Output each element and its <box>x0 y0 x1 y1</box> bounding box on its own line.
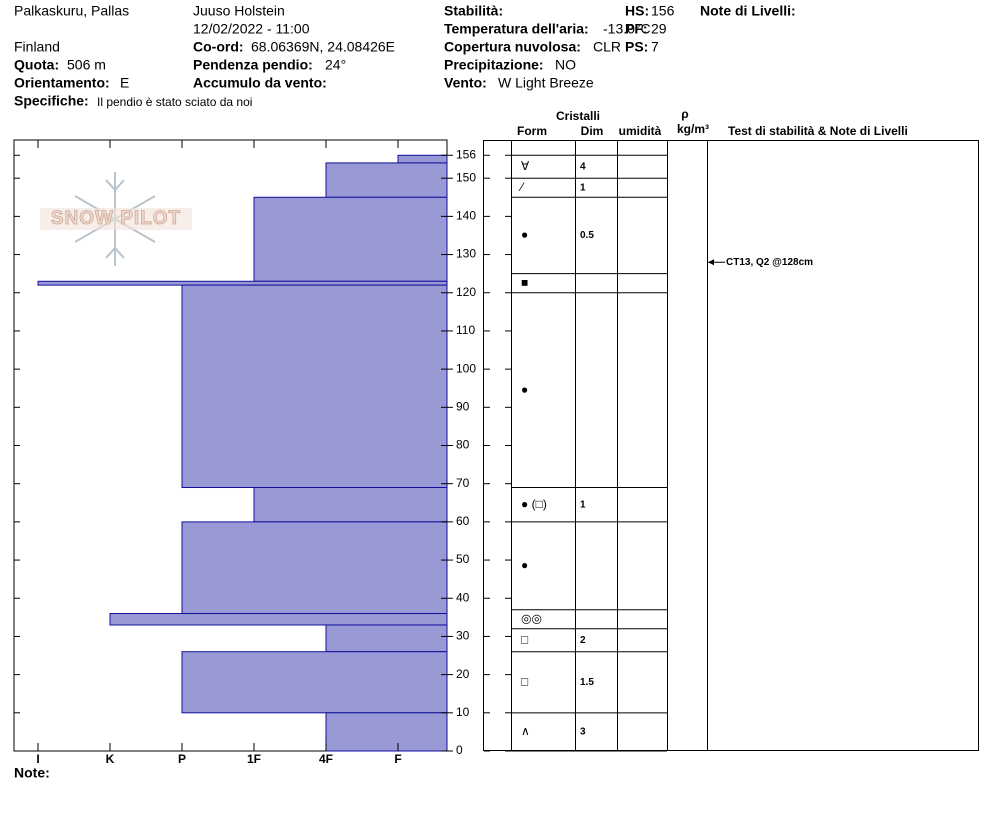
notes-label: Note: <box>14 765 50 781</box>
hardness-layer <box>181 284 448 489</box>
layer-notes-label: Note di Livelli: <box>700 3 796 19</box>
table-columns <box>511 140 708 751</box>
y-tick-label: 140 <box>456 209 476 223</box>
layer-table-frame <box>483 140 979 751</box>
grain-form: ■ <box>521 275 528 289</box>
grain-form: ◎◎ <box>521 611 542 625</box>
y-tick-label: 100 <box>456 361 476 375</box>
sky-value: CLR <box>593 39 621 55</box>
grain-size: 4 <box>580 161 586 172</box>
pf-value: 29 <box>651 21 667 37</box>
y-tick-label: 156 <box>456 147 476 161</box>
grain-form: ● <box>521 382 528 396</box>
tests-header: Test di stabilità & Note di Livelli <box>728 124 908 138</box>
aspect-value: E <box>120 75 129 91</box>
hardness-layer <box>325 712 448 752</box>
test-label: CT13, Q2 @128cm <box>726 257 813 268</box>
hardness-layer <box>325 162 448 198</box>
grain-size: 2 <box>580 635 586 646</box>
y-tick-label: 110 <box>456 323 475 337</box>
logo-band <box>40 208 192 230</box>
y-tick-label: 80 <box>456 438 470 452</box>
wind-loading-label: Accumulo da vento: <box>193 75 327 91</box>
hs-label: HS: <box>625 3 649 19</box>
grain-form: ∧ <box>521 724 530 738</box>
coords-label: Co-ord: <box>193 39 244 55</box>
grain-form: □ <box>521 632 528 646</box>
coords-value: 68.06369N, 24.08426E <box>251 39 395 55</box>
grain-size: 3 <box>580 727 586 738</box>
grain-form: ⁄ <box>518 180 525 194</box>
ps-value: 7 <box>651 39 659 55</box>
specifics-label: Specifiche: <box>14 93 89 109</box>
x-tick-label: F <box>394 752 401 766</box>
grain-size: 1.5 <box>580 677 594 688</box>
moisture-header: umidità <box>619 124 662 138</box>
country: Finland <box>14 39 60 55</box>
y-tick-label: 70 <box>456 476 470 490</box>
aspect-label: Orientamento: <box>14 75 110 91</box>
size-header: Dim <box>581 124 604 138</box>
grain-form: ∀ <box>521 159 530 173</box>
x-tick-label: K <box>106 752 115 766</box>
grain-size: 1 <box>580 499 586 510</box>
crystals-header: Cristalli <box>556 109 600 123</box>
hardness-layer <box>181 651 448 714</box>
hardness-layer <box>37 280 448 286</box>
y-tick-label: 10 <box>456 705 470 719</box>
x-tick-label: 1F <box>247 752 261 766</box>
precip-value: NO <box>555 57 576 73</box>
slope-value: 24° <box>325 57 346 73</box>
precip-label: Precipitazione: <box>444 57 544 73</box>
elevation-label: Quota: <box>14 57 59 73</box>
air-temp-value: -13.0°C <box>603 21 651 37</box>
density-unit: kg/m³ <box>677 122 709 136</box>
ps-label: PS: <box>625 39 648 55</box>
grain-form: ● <box>521 558 528 572</box>
hardness-layer <box>253 196 448 282</box>
hardness-layer <box>325 624 448 653</box>
y-tick-label: 150 <box>456 170 476 184</box>
datetime: 12/02/2022 - 11:00 <box>193 21 310 37</box>
y-tick-label: 30 <box>456 629 470 643</box>
slope-label: Pendenza pendio: <box>193 57 313 73</box>
grain-form: □ <box>521 674 528 688</box>
y-tick-label: 50 <box>456 552 470 566</box>
location: Palkaskuru, Pallas <box>14 3 129 19</box>
x-tick-label: I <box>36 752 39 766</box>
stability-label: Stabilità: <box>444 3 503 19</box>
logo-text: SNOW PILOT <box>51 208 181 229</box>
sky-label: Copertura nuvolosa: <box>444 39 581 55</box>
hardness-layer <box>181 521 448 615</box>
y-tick-label: 60 <box>456 514 470 528</box>
observer: Juuso Holstein <box>193 3 285 19</box>
form-header: Form <box>517 124 547 138</box>
specifics-value: Il pendio è stato sciato da noi <box>97 95 252 109</box>
hs-value: 156 <box>651 3 675 19</box>
y-tick-label: 0 <box>456 743 463 757</box>
hardness-layer <box>253 487 448 523</box>
y-tick-label: 20 <box>456 667 470 681</box>
y-tick-label: 40 <box>456 590 470 604</box>
pf-label: PF: <box>625 21 648 37</box>
y-tick-label: 130 <box>456 247 476 261</box>
air-temp-label: Temperatura dell'aria: <box>444 21 589 37</box>
density-header: ρ <box>681 107 688 121</box>
x-tick-label: 4F <box>319 752 333 766</box>
x-tick-label: P <box>178 752 186 766</box>
y-tick-label: 120 <box>456 285 476 299</box>
hardness-layer <box>397 154 448 164</box>
grain-size: 1 <box>580 182 586 193</box>
wind-label: Vento: <box>444 75 487 91</box>
test-arrowhead <box>708 259 714 266</box>
grain-size: 0.5 <box>580 230 594 241</box>
grain-form: ● <box>521 228 528 242</box>
y-tick-label: 90 <box>456 399 470 413</box>
elevation-value: 506 m <box>67 57 106 73</box>
hardness-layer <box>109 613 448 626</box>
wind-value: W Light Breeze <box>498 75 594 91</box>
grain-form: ● (□) <box>521 497 547 511</box>
